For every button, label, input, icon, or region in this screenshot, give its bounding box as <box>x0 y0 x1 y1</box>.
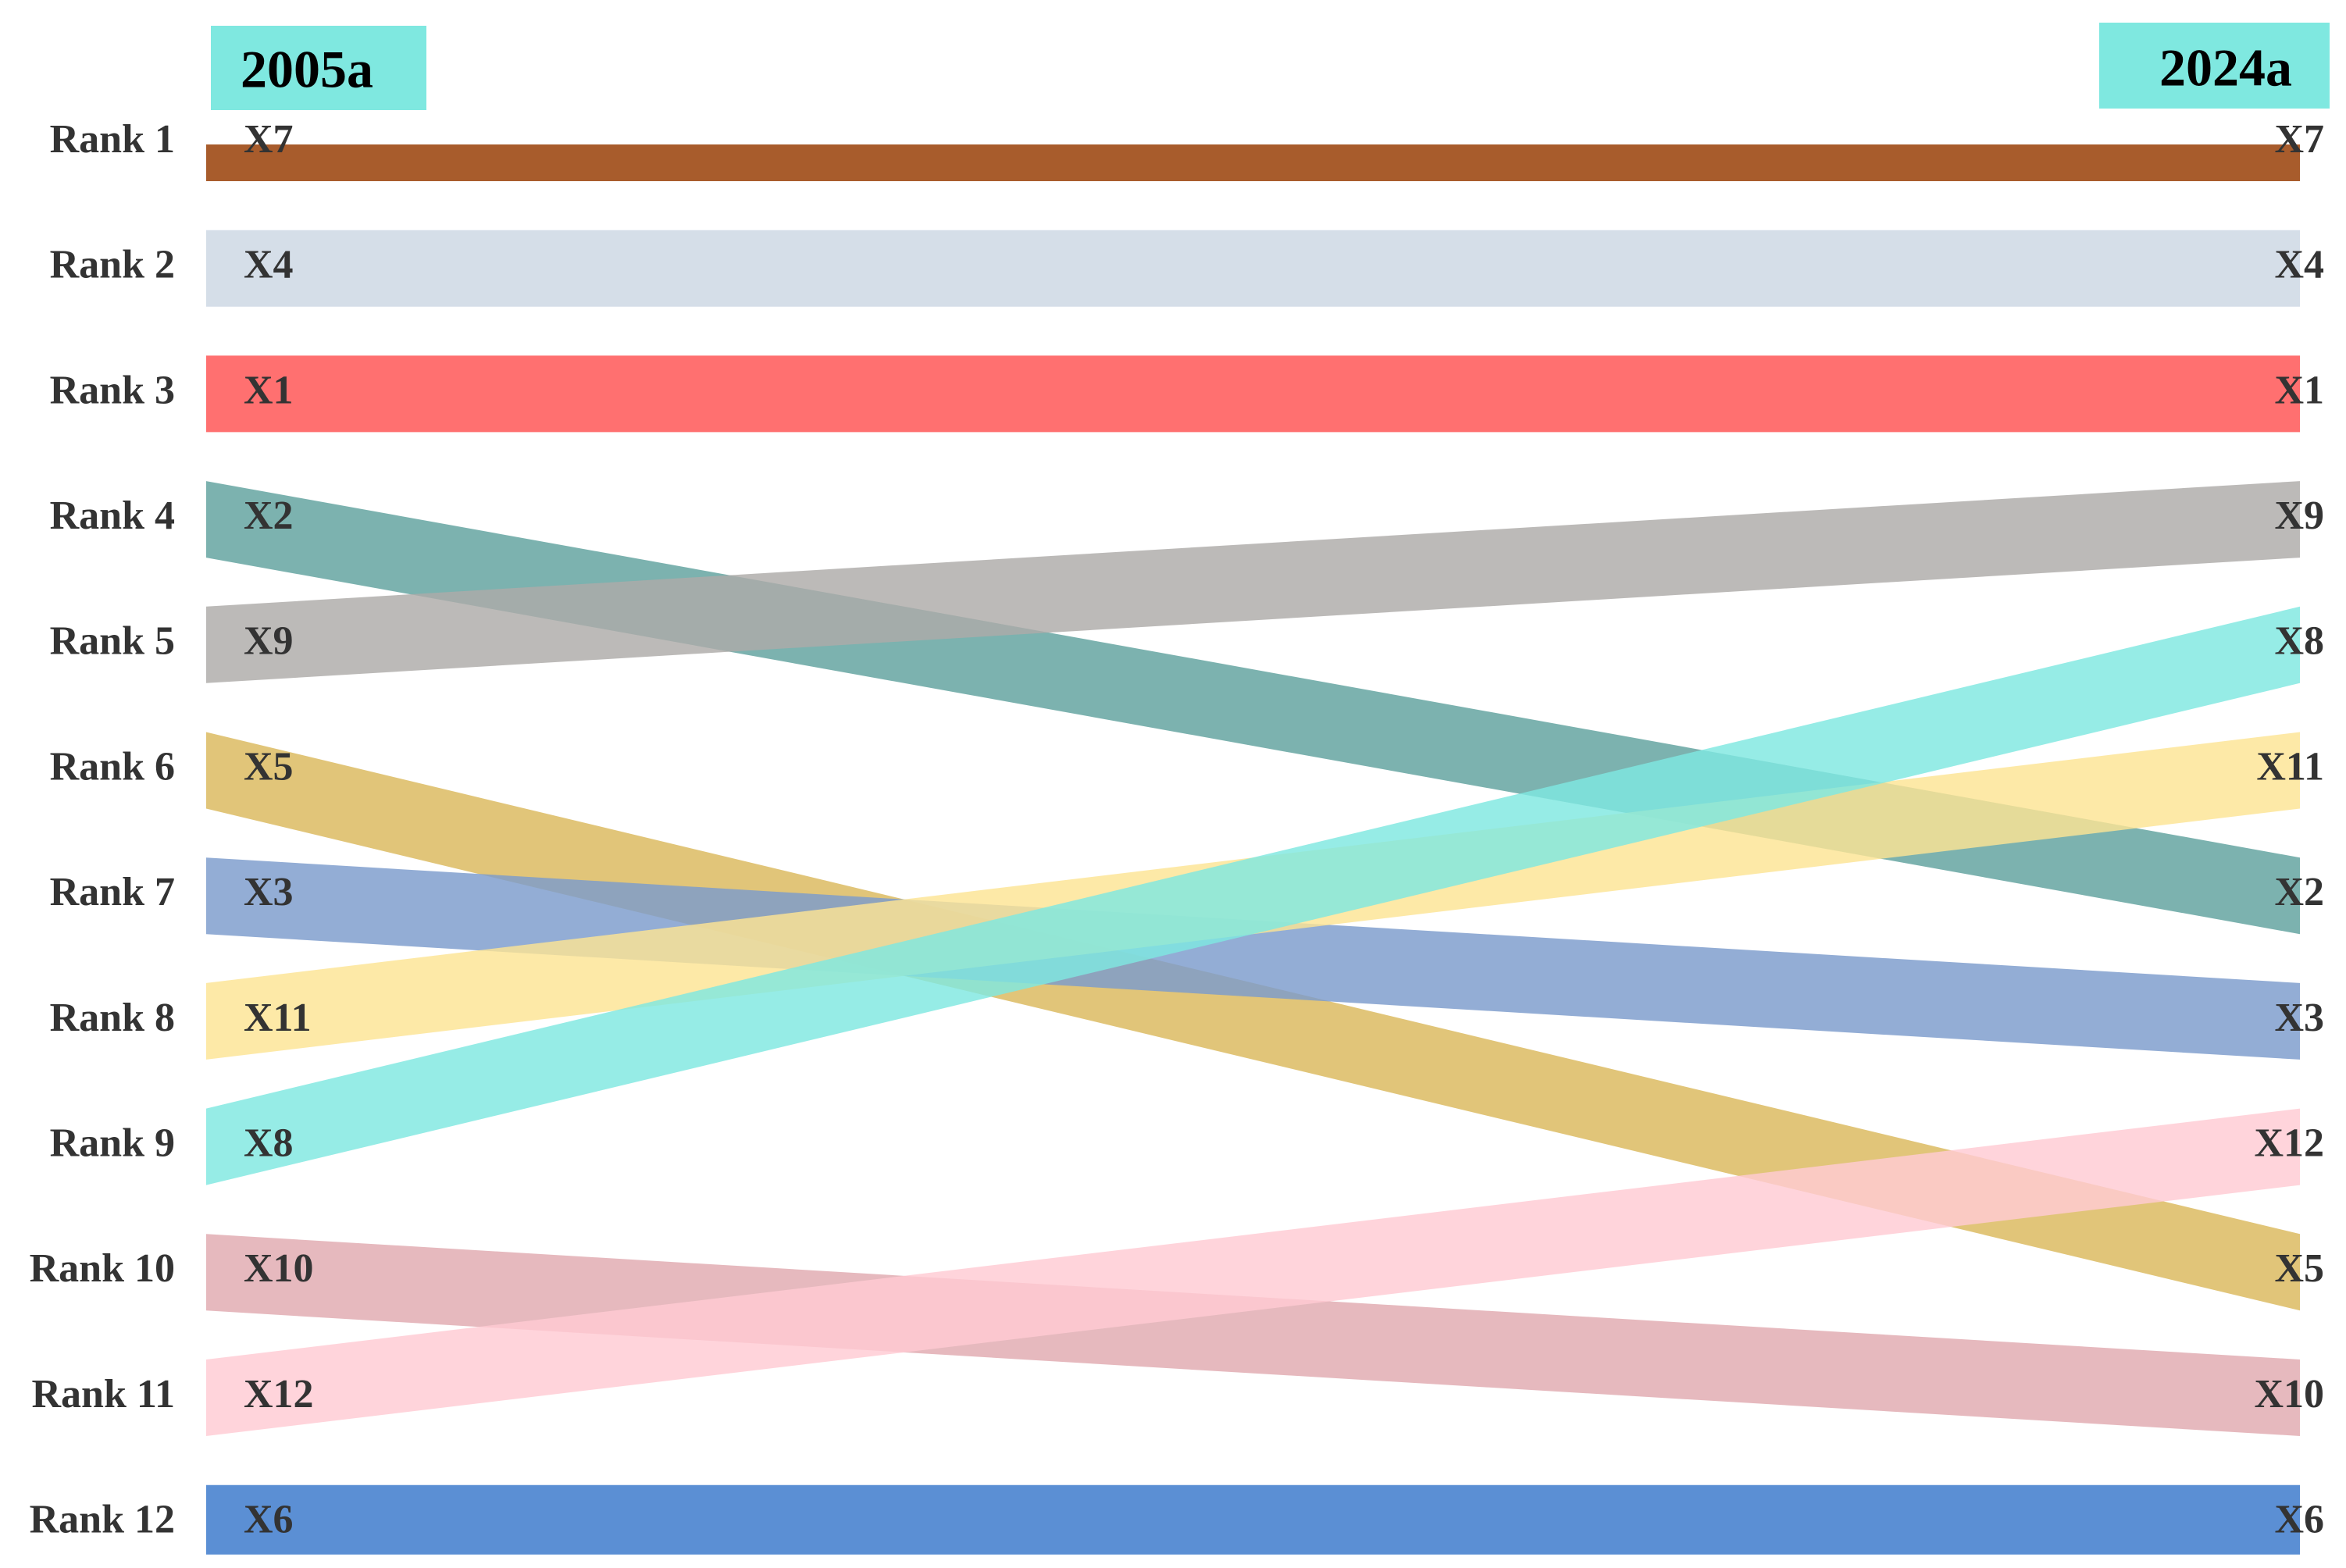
y-tick-label: Rank 1 <box>50 117 175 162</box>
bands <box>206 144 2300 1555</box>
series-label-left: X7 <box>244 117 294 162</box>
y-tick-label: Rank 5 <box>50 619 175 664</box>
y-tick-label: Rank 3 <box>50 368 175 412</box>
series-label-right: X1 <box>2274 368 2324 412</box>
rank-band <box>206 732 2300 1311</box>
series-label-left: X2 <box>244 494 294 538</box>
y-tick-label: Rank 7 <box>50 870 175 914</box>
series-label-right: X2 <box>2274 870 2324 914</box>
y-tick-label: Rank 2 <box>50 243 175 287</box>
column-header: 2005a <box>241 40 373 99</box>
rank-band <box>206 606 2300 1185</box>
header-box <box>2099 23 2330 109</box>
series-label-left: X1 <box>244 368 294 412</box>
y-tick-label: Rank 4 <box>50 494 175 538</box>
header-box <box>211 26 426 110</box>
series-label-left: X11 <box>244 996 312 1040</box>
series-label-right: X5 <box>2274 1246 2324 1291</box>
series-label-right: X12 <box>2254 1121 2324 1166</box>
y-tick-label: Rank 10 <box>30 1246 175 1291</box>
series-label-left: X10 <box>244 1246 314 1291</box>
y-tick-label: Rank 8 <box>50 996 175 1040</box>
rank-band <box>206 355 2300 433</box>
rank-band <box>206 230 2300 307</box>
y-tick-label: Rank 9 <box>50 1121 175 1166</box>
series-label-left: X3 <box>244 870 294 914</box>
rank-band <box>206 1234 2300 1436</box>
series-label-left: X12 <box>244 1372 314 1417</box>
y-tick-label: Rank 11 <box>31 1372 175 1417</box>
series-label-right: X11 <box>2256 744 2324 789</box>
y-tick-label: Rank 6 <box>50 744 175 789</box>
series-label-right: X10 <box>2254 1372 2324 1417</box>
column-header: 2024a <box>2159 38 2292 98</box>
series-label-right: X8 <box>2274 619 2324 664</box>
series-label-right: X4 <box>2274 243 2324 287</box>
rank-band <box>206 1108 2300 1436</box>
series-label-left: X9 <box>244 619 294 664</box>
rank-band <box>206 1484 2300 1555</box>
series-label-right: X6 <box>2274 1498 2324 1542</box>
series-label-left: X5 <box>244 744 294 789</box>
rank-band <box>206 857 2300 1060</box>
series-label-left: X4 <box>244 243 294 287</box>
rank-band <box>206 481 2300 683</box>
series-label-left: X6 <box>244 1498 294 1542</box>
series-label-right: X9 <box>2274 494 2324 538</box>
y-tick-label: Rank 12 <box>30 1498 175 1542</box>
rank-band <box>206 144 2300 181</box>
series-label-left: X8 <box>244 1121 294 1166</box>
series-label-right: X7 <box>2274 117 2324 162</box>
series-label-right: X3 <box>2274 996 2324 1040</box>
